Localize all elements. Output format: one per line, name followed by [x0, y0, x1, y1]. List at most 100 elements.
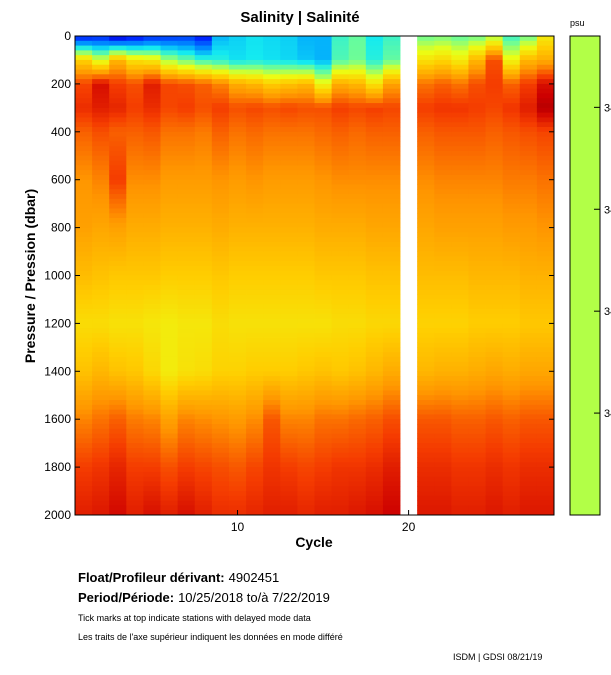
- heatmap-cell: [263, 270, 281, 276]
- heatmap-cell: [365, 165, 384, 171]
- colorbar-tick-label: 34.7: [604, 408, 611, 420]
- heatmap-cell: [211, 452, 230, 458]
- heatmap-cell: [502, 150, 521, 157]
- heatmap-cell: [246, 433, 264, 439]
- heatmap-cell: [194, 414, 213, 420]
- heatmap-cell: [434, 107, 452, 114]
- heatmap-cell: [536, 74, 555, 80]
- heatmap-cell: [451, 385, 469, 391]
- heatmap-cell: [263, 342, 281, 348]
- heatmap-cell: [331, 227, 350, 233]
- heatmap-cell: [468, 122, 486, 128]
- heatmap-cell: [485, 103, 504, 109]
- heatmap-cell: [246, 510, 264, 516]
- heatmap-cell: [126, 74, 144, 80]
- heatmap-cell: [211, 423, 230, 430]
- heatmap-cell: [382, 213, 401, 219]
- heatmap-cell: [348, 165, 367, 171]
- heatmap-cell: [143, 414, 161, 420]
- heatmap-cell: [160, 88, 179, 94]
- heatmap-cell: [382, 491, 401, 497]
- heatmap-cell: [536, 428, 555, 434]
- heatmap-cell: [177, 222, 196, 228]
- heatmap-cell: [434, 476, 452, 482]
- heatmap-cell: [263, 491, 281, 497]
- heatmap-cell: [348, 304, 367, 310]
- heatmap-cell: [536, 467, 555, 473]
- heatmap-cell: [143, 208, 161, 214]
- heatmap-cell: [331, 457, 350, 463]
- heatmap-cell: [314, 50, 333, 56]
- heatmap-cell: [519, 309, 538, 315]
- heatmap-cell: [143, 390, 161, 396]
- heatmap-cell: [468, 45, 486, 51]
- heatmap-cell: [297, 127, 315, 133]
- heatmap-cell: [485, 419, 504, 425]
- heatmap-cell: [280, 103, 298, 109]
- heatmap-cell: [331, 352, 350, 358]
- heatmap-cell: [297, 136, 315, 142]
- heatmap-cell: [194, 88, 213, 94]
- heatmap-cell: [451, 160, 469, 166]
- heatmap-cell: [348, 447, 367, 454]
- heatmap-cell: [434, 127, 452, 133]
- heatmap-cell: [160, 486, 179, 492]
- heatmap-cell: [177, 98, 196, 104]
- heatmap-cell: [451, 457, 469, 463]
- heatmap-cell: [451, 79, 469, 85]
- heatmap-cell: [160, 304, 179, 310]
- heatmap-cell: [417, 74, 435, 80]
- heatmap-cell: [194, 438, 213, 444]
- heatmap-cell: [536, 275, 555, 281]
- y-tick-label: 1200: [44, 316, 71, 330]
- heatmap-cell: [502, 251, 521, 257]
- heatmap-cell: [160, 500, 179, 506]
- heatmap-cell: [536, 433, 555, 439]
- heatmap-cell: [536, 59, 555, 66]
- heatmap-cell: [143, 203, 161, 209]
- heatmap-cell: [228, 404, 247, 411]
- heatmap-cell: [194, 184, 213, 190]
- heatmap-cell: [485, 265, 504, 272]
- heatmap-cell: [382, 45, 401, 51]
- heatmap-cell: [280, 304, 298, 310]
- heatmap-cell: [228, 337, 247, 343]
- heatmap-cell: [126, 64, 144, 70]
- heatmap-cell: [280, 294, 298, 300]
- heatmap-cell: [485, 486, 504, 492]
- heatmap-cell: [365, 50, 384, 56]
- heatmap-cell: [246, 423, 264, 430]
- heatmap-cell: [417, 88, 435, 94]
- heatmap-cell: [92, 184, 110, 190]
- heatmap-cell: [92, 380, 110, 387]
- delayed-mode-note-fr: Les traits de l'axe supérieur indiquent …: [78, 632, 343, 642]
- heatmap-cell: [228, 428, 247, 434]
- heatmap-cell: [468, 476, 486, 482]
- heatmap-cell: [451, 256, 469, 262]
- heatmap-cell: [297, 261, 315, 267]
- heatmap-cell: [280, 160, 298, 166]
- heatmap-cell: [382, 194, 401, 200]
- heatmap-cell: [126, 155, 144, 161]
- heatmap-cell: [109, 443, 127, 449]
- heatmap-cell: [434, 495, 452, 502]
- heatmap-cell: [126, 390, 144, 396]
- heatmap-cell: [382, 304, 401, 310]
- heatmap-cell: [211, 194, 230, 200]
- heatmap-cell: [246, 385, 264, 391]
- heatmap-cell: [126, 136, 144, 142]
- heatmap-cell: [348, 59, 367, 66]
- heatmap-cell: [519, 395, 538, 401]
- heatmap-cell: [75, 194, 93, 200]
- heatmap-cell: [263, 299, 281, 305]
- heatmap-cell: [314, 45, 333, 51]
- heatmap-cell: [331, 150, 350, 157]
- heatmap-cell: [331, 103, 350, 109]
- heatmap-cell: [434, 88, 452, 94]
- heatmap-cell: [92, 443, 110, 449]
- heatmap-cell: [485, 122, 504, 128]
- heatmap-cell: [160, 208, 179, 214]
- heatmap-cell: [331, 117, 350, 123]
- heatmap-cell: [280, 261, 298, 267]
- heatmap-cell: [502, 289, 521, 296]
